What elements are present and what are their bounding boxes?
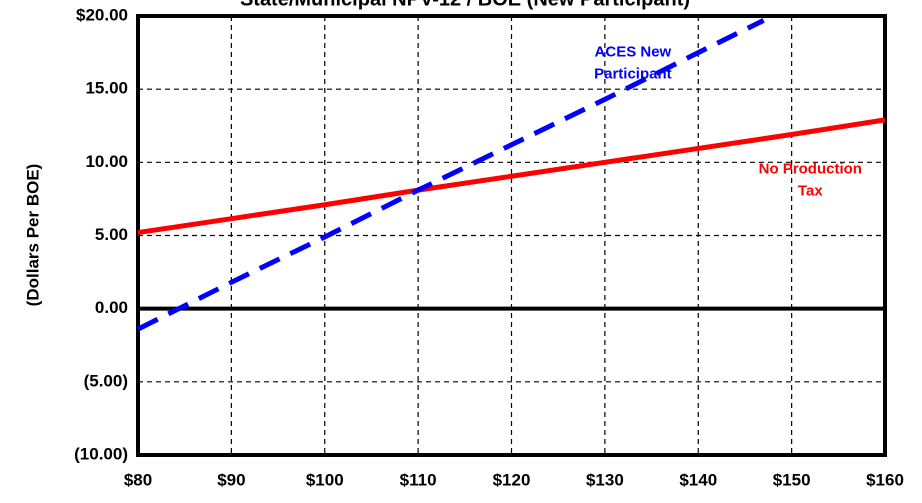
x-tick-label: $140: [679, 470, 717, 489]
y-tick-label: 10.00: [85, 152, 128, 171]
x-tick-label: $120: [493, 470, 531, 489]
plot-border: [136, 14, 887, 457]
annotation: Participant: [594, 66, 672, 83]
y-tick-label: 5.00: [95, 225, 128, 244]
annotation: No Production: [759, 161, 862, 178]
x-tick-label: $150: [773, 470, 811, 489]
x-tick-label: $110: [400, 470, 437, 489]
x-tick-label: $90: [217, 470, 245, 489]
x-tick-label: $80: [124, 470, 152, 489]
x-tick-label: $160: [866, 470, 904, 489]
chart-title: State/Municipal NPV-12 / BOE (New Partic…: [240, 0, 690, 10]
series-line: [136, 18, 765, 332]
y-axis-label: (Dollars Per BOE): [23, 164, 42, 307]
annotation: ACES New: [595, 44, 672, 61]
y-tick-label: 0.00: [95, 298, 128, 317]
y-tick-label: (10.00): [74, 444, 128, 463]
x-tick-label: $100: [306, 470, 344, 489]
annotation: Tax: [798, 183, 823, 200]
series-line: [137, 117, 886, 236]
y-tick-label: 15.00: [85, 79, 128, 98]
y-tick-label: (5.00): [84, 371, 128, 390]
x-tick-label: $130: [586, 470, 624, 489]
y-tick-label: $20.00: [76, 5, 128, 24]
